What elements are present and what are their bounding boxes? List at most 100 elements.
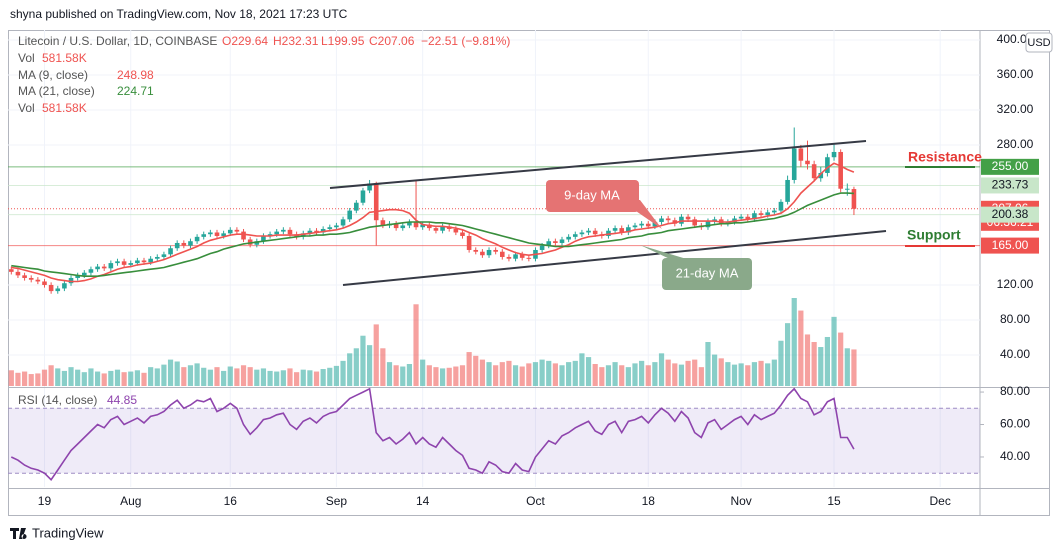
price-axis: 400.00 360.00 320.00 280.00 120.00 80.00 40.00… <box>38 32 1039 508</box>
volume-bar <box>592 364 598 386</box>
volume-bar <box>526 363 532 386</box>
candle-body <box>639 223 644 226</box>
volume-bar <box>420 359 426 386</box>
candle-body <box>148 258 153 263</box>
currency: USD <box>1027 37 1050 49</box>
volume-bar <box>260 368 267 386</box>
volume-bar <box>141 372 147 386</box>
volume-bar <box>758 360 764 386</box>
candle-body <box>440 226 445 231</box>
candle-body <box>121 261 127 265</box>
volume <box>8 298 857 386</box>
volume-bar <box>393 365 399 386</box>
candle-body <box>367 183 372 191</box>
candle-body <box>838 151 843 189</box>
volume-bar <box>307 370 313 386</box>
volume-bar <box>804 334 811 386</box>
x-tick-label: 14 <box>416 494 430 508</box>
currency-box <box>1025 32 1053 53</box>
candle-body <box>606 230 611 236</box>
candle-body <box>685 216 691 220</box>
candle-body <box>579 232 585 235</box>
volume-bar <box>745 365 751 386</box>
candle-body <box>340 219 346 226</box>
candle-body <box>35 279 41 282</box>
volume-bar <box>287 368 293 386</box>
volume-bar <box>499 362 505 386</box>
candle-body <box>805 160 810 165</box>
x-tick-label: 15 <box>827 494 841 508</box>
candle-body <box>247 239 253 245</box>
candle-body <box>22 275 27 278</box>
callout <box>546 180 639 212</box>
legend-name: Vol <box>18 101 35 115</box>
candle-body <box>626 227 631 233</box>
candle-body <box>798 148 804 161</box>
volume-bar <box>585 357 592 386</box>
candle-body <box>128 263 134 265</box>
volume-bar <box>639 360 645 386</box>
candle-body <box>752 213 757 220</box>
legend-name: MA (21, close) <box>18 84 95 98</box>
volume-bar <box>240 365 247 386</box>
candle-body <box>705 221 711 228</box>
candle-body <box>108 263 114 269</box>
volume-bar <box>446 367 452 386</box>
publisher: shyna published on TradingView.com, Nov … <box>10 7 348 21</box>
y-tick-label: 80.00 <box>1000 312 1030 326</box>
y-tick-label: 120.00 <box>997 277 1034 291</box>
y-tick-label: 280.00 <box>997 137 1034 151</box>
volume-bar <box>88 368 94 386</box>
candle-body <box>586 230 591 233</box>
candle-body <box>354 202 359 211</box>
volume-bar <box>386 362 393 386</box>
candle-body <box>161 254 167 257</box>
volume-bar <box>94 371 101 386</box>
candle-body <box>42 281 47 285</box>
candle-body <box>460 232 465 236</box>
candle-body <box>480 251 485 256</box>
candle-body <box>818 172 824 179</box>
candle-body <box>546 241 552 246</box>
volume-bar <box>41 369 48 386</box>
change: −22.51 (−9.81%) <box>421 34 510 48</box>
price-badge-label: 255.00 <box>992 159 1029 173</box>
x-tick-label: 18 <box>642 494 656 508</box>
volume-bar <box>247 367 253 386</box>
volume-bar <box>234 368 240 386</box>
volume-bar <box>128 371 134 386</box>
volume-bar <box>21 371 28 386</box>
candle-body <box>347 210 352 220</box>
volume-bar <box>784 323 791 386</box>
candle-body <box>360 190 366 203</box>
candle-body <box>88 269 94 273</box>
candle-body <box>559 239 565 243</box>
candle-body <box>778 201 784 211</box>
volume-bar <box>181 367 187 386</box>
volume-bar <box>347 353 353 386</box>
frame <box>8 30 1050 516</box>
candle-body <box>380 220 386 226</box>
x-tick-label: Aug <box>120 494 141 508</box>
candle-body <box>486 249 492 256</box>
volume-bar <box>8 370 14 386</box>
volume-bar <box>645 365 651 386</box>
volume-bar <box>512 365 519 386</box>
candle-body <box>334 225 339 228</box>
candle-body <box>227 229 233 234</box>
candle-body <box>181 242 187 246</box>
legend-value: 581.58K <box>42 101 87 115</box>
candle-body <box>300 233 306 237</box>
candle-body <box>466 235 472 250</box>
volume-bar <box>366 345 373 386</box>
candle-body <box>201 234 207 237</box>
volume-bar <box>579 353 585 386</box>
volume-bar <box>599 367 605 386</box>
volume-bar <box>81 372 87 386</box>
volume-bar <box>28 374 34 386</box>
candle-body <box>208 232 213 235</box>
volume-bar <box>406 364 413 386</box>
volume-bar <box>221 370 227 386</box>
candle-body <box>692 219 698 226</box>
